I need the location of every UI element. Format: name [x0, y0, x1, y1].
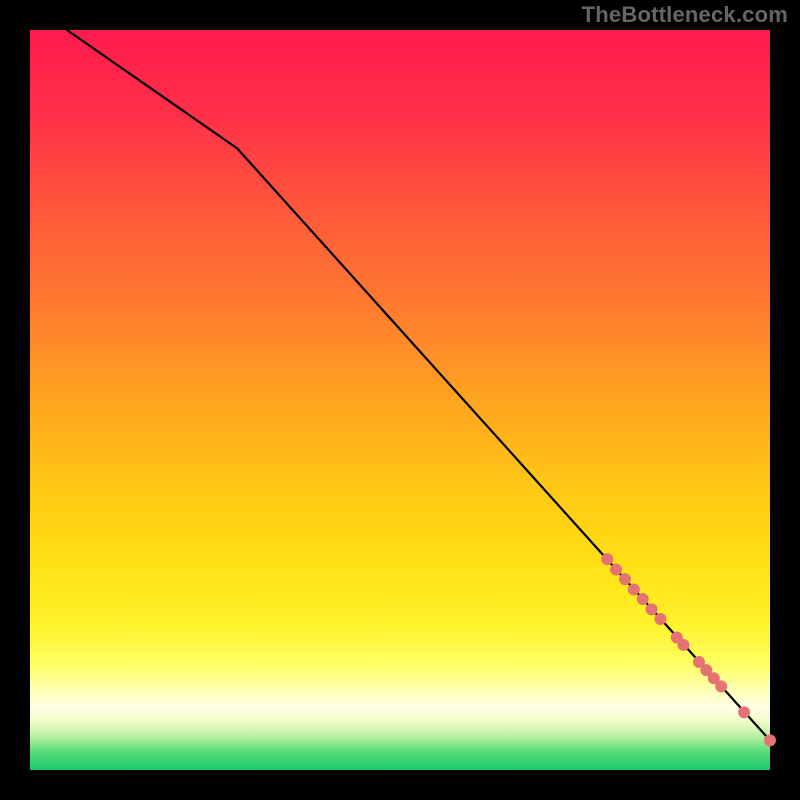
data-marker	[739, 707, 750, 718]
data-marker	[619, 574, 630, 585]
chart-stage: TheBottleneck.com	[0, 0, 800, 800]
data-marker	[637, 594, 648, 605]
data-marker	[611, 564, 622, 575]
data-marker	[602, 554, 613, 565]
watermark-text: TheBottleneck.com	[582, 2, 788, 28]
data-marker	[646, 604, 657, 615]
data-marker	[716, 681, 727, 692]
data-marker	[628, 584, 639, 595]
chart-svg	[0, 0, 800, 800]
plot-background	[30, 30, 770, 770]
data-marker	[655, 614, 666, 625]
data-marker	[765, 735, 776, 746]
data-marker	[678, 639, 689, 650]
